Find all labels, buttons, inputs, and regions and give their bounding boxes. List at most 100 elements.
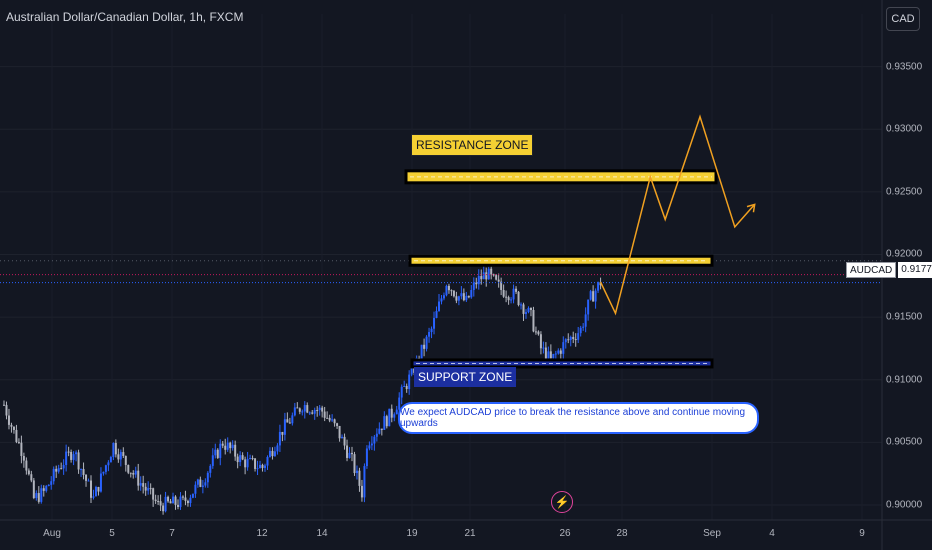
chart-title: Australian Dollar/Canadian Dollar, 1h, F… [6,10,244,24]
candle-body [92,496,95,498]
candle-body [164,496,167,512]
projection-path [599,114,756,316]
y-tick-label: 0.91000 [886,374,923,386]
x-tick-label: 28 [616,528,628,539]
candle-body [500,281,503,290]
candle-body [139,483,142,486]
candle-body [283,419,286,435]
candle-body [316,410,319,412]
candle-body [360,485,363,498]
candle-body [435,310,438,318]
candle-body [52,468,55,482]
candle-body [569,336,572,340]
candle-body [438,301,440,311]
candle-body [408,374,411,390]
candle-body [174,496,177,505]
candle-body [204,482,207,486]
candle-body [467,295,470,298]
candle-body [542,347,545,349]
candle-body [539,334,542,349]
candle-body [67,451,70,453]
candle-body [587,299,590,315]
candle-body [85,474,88,481]
candle-body [37,493,40,502]
candle-body [430,328,433,333]
y-tick-label: 0.92500 [886,186,923,198]
candle-body [375,433,378,437]
candle-body [209,465,212,473]
candle-body [341,436,344,439]
candle-body [358,470,361,486]
candle-body [45,485,48,491]
candle-body [40,488,43,502]
candle-body [99,473,102,492]
candle-body [27,470,30,475]
candle-body [370,443,373,446]
candle-body [306,405,309,413]
x-tick-label: 4 [769,528,775,539]
y-tick-label: 0.92000 [886,248,923,260]
candle-body [380,428,383,430]
candle-body [373,436,376,444]
support-level-box [410,358,714,369]
candle-body [241,455,244,460]
support-zone-label[interactable]: SUPPORT ZONE [414,367,517,387]
x-tick-label: 26 [559,528,571,539]
candle-body [77,452,80,470]
candle-body [470,289,473,298]
candle-body [127,464,130,473]
x-tick-label: 12 [256,528,268,539]
candle-body [346,445,349,458]
candle-body [450,290,453,292]
candle-body [338,425,341,439]
candle-body [510,299,513,301]
candle-body [393,414,396,418]
current-price-tag: AUDCAD 0.91775 [846,262,932,278]
candle-body [70,451,73,460]
candle-body [425,336,428,349]
x-tick-label: 21 [464,528,476,539]
candle-body [142,483,145,487]
candle-body [579,327,582,334]
analysis-note[interactable]: We expect AUDCAD price to break the resi… [398,402,759,434]
candle-body [154,499,157,502]
candle-body [181,496,184,498]
candle-body [482,272,485,280]
candle-body [184,497,187,501]
candle-body [594,290,597,302]
candle-body [420,344,423,361]
candle-body [567,339,570,341]
candle-body [65,451,68,466]
candle-body [117,454,120,460]
candle-body [47,484,50,486]
candle-body [405,385,408,390]
candle-body [428,332,431,337]
x-tick-label: 9 [859,528,865,539]
candle-body [57,468,60,472]
candle-body [62,465,65,469]
candle-body [82,469,85,475]
candle-body [475,282,478,285]
candle-body [597,282,600,291]
candle-body [159,501,162,506]
lightning-bolt-icon[interactable]: ⚡ [551,491,573,513]
candle-body [251,458,254,460]
candle-body [261,464,264,468]
currency-button[interactable]: CAD [886,7,920,31]
candle-body [522,304,525,314]
candle-body [102,471,105,474]
candle-body [592,291,595,302]
candle-body [557,350,560,354]
candle-body [186,500,189,504]
candle-body [480,276,483,280]
candle-body [442,295,445,299]
candle-body [291,415,294,424]
resistance-zone-label[interactable]: RESISTANCE ZONE [411,134,534,156]
candle-body [226,442,229,450]
candle-body [114,442,117,455]
candle-body [189,497,192,504]
x-tick-label: 5 [109,528,115,539]
candle-body [254,458,257,469]
candle-body [296,407,299,409]
